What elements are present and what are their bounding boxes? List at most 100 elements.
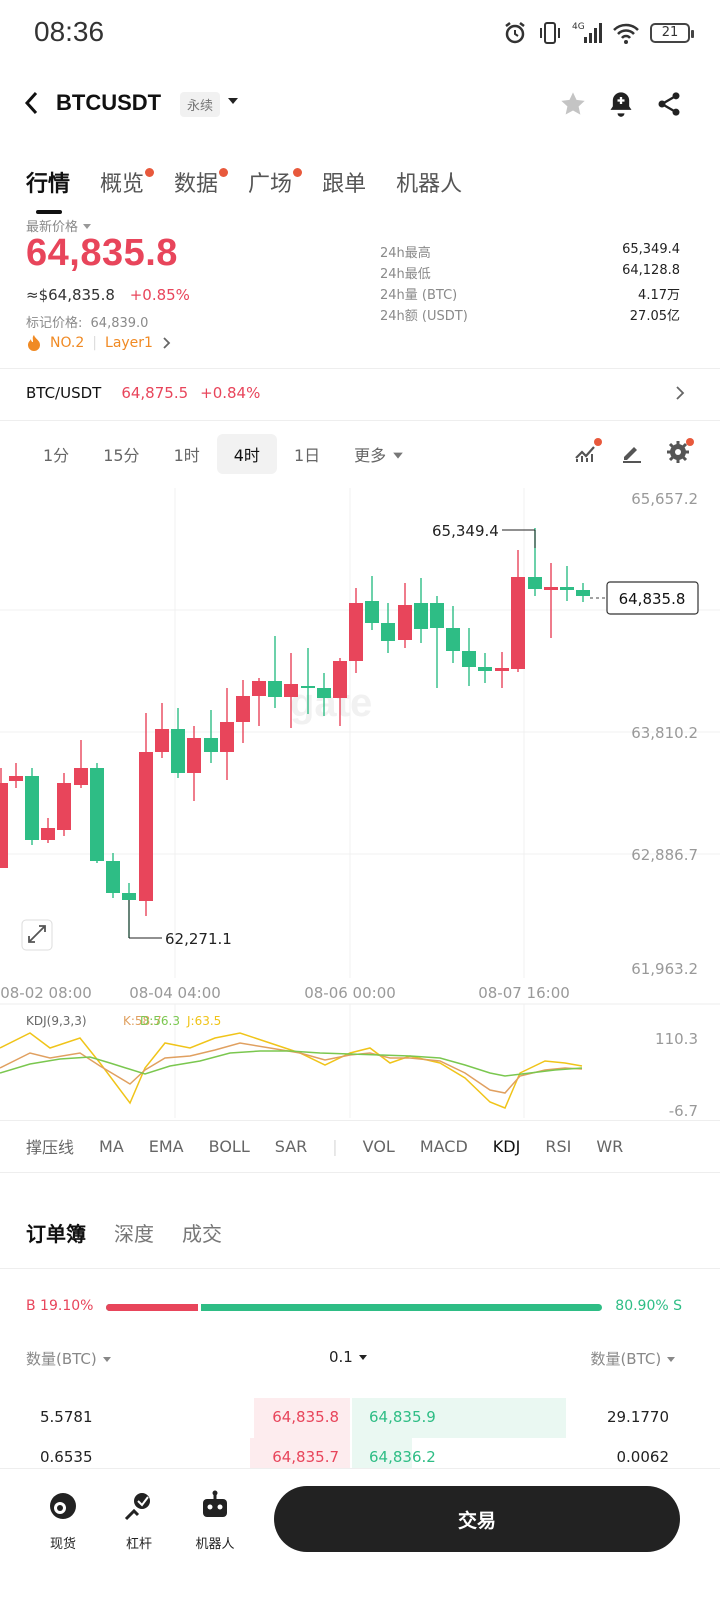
last-price: 64,835.8 xyxy=(26,232,178,274)
candle-body xyxy=(446,628,460,651)
favorite-button[interactable] xyxy=(557,88,589,120)
indicator-option[interactable]: KDJ xyxy=(492,1136,521,1156)
indicator-option[interactable]: WR xyxy=(596,1136,624,1156)
indicator-option[interactable]: EMA xyxy=(148,1136,184,1156)
candle-body xyxy=(268,681,282,697)
indicator-option[interactable]: RSI xyxy=(545,1136,572,1156)
current-price-tag: 64,835.8 xyxy=(619,590,686,608)
contract-type-tag: 永续 xyxy=(180,92,221,117)
y-axis-tick: 62,886.7 xyxy=(631,846,698,864)
candle-body xyxy=(365,601,379,623)
tab-item[interactable]: 广场 xyxy=(248,166,303,198)
chart-line-icon xyxy=(575,446,595,462)
back-button[interactable] xyxy=(22,88,42,126)
candle-body xyxy=(317,688,331,698)
interval-option[interactable]: 15分 xyxy=(103,446,140,465)
indicator-option[interactable]: 撑压线 xyxy=(26,1138,75,1157)
nav-bot[interactable]: 机器人 xyxy=(180,1489,250,1552)
indicator-option[interactable]: BOLL xyxy=(208,1136,250,1156)
indicator-option[interactable]: VOL xyxy=(362,1136,395,1156)
indicator-option[interactable]: SAR xyxy=(274,1136,308,1156)
interval-option[interactable]: 更多 xyxy=(337,434,421,474)
robot-icon xyxy=(203,1490,227,1517)
share-button[interactable] xyxy=(653,88,685,120)
spot-pair-row[interactable]: BTC/USDT 64,875.5 +0.84% xyxy=(26,384,686,402)
ask-depth-bar xyxy=(352,1398,566,1438)
tab-item[interactable]: 跟单 xyxy=(322,172,367,197)
nav-spot[interactable]: 现货 xyxy=(28,1489,98,1552)
stat-row: 24h最高 65,349.4 xyxy=(380,242,680,263)
candle-body xyxy=(41,828,55,840)
indicator-selector: 撑压线 MA EMA BOLL SAR | VOL MACD KDJ RSI WR xyxy=(26,1134,648,1158)
buy-ratio-bar xyxy=(106,1304,201,1311)
star-icon xyxy=(561,92,585,115)
candle-body xyxy=(462,651,476,667)
orderbook-tab[interactable]: 深度 xyxy=(114,1222,154,1246)
indicator-option[interactable]: MA xyxy=(99,1136,124,1156)
trade-button[interactable]: 交易 xyxy=(274,1486,680,1552)
notification-dot xyxy=(594,438,602,446)
indicator-settings-button[interactable] xyxy=(574,438,602,468)
interval-option[interactable]: 1日 xyxy=(293,446,321,465)
tab-item[interactable]: 机器人 xyxy=(396,172,463,197)
nav-leverage[interactable]: 杠杆 xyxy=(104,1489,174,1552)
stat-row: 24h量 (BTC) 4.17万 xyxy=(380,284,680,305)
spot-price: 64,875.5 xyxy=(121,384,189,402)
rank-badge: NO.2 xyxy=(50,335,85,351)
interval-option[interactable]: 1分 xyxy=(43,446,70,465)
candle-body xyxy=(560,587,574,590)
pair-dropdown-button[interactable] xyxy=(226,94,240,112)
sell-ratio: 80.90% S xyxy=(615,1298,682,1314)
wifi-icon xyxy=(613,23,639,44)
indicator-option[interactable]: MACD xyxy=(419,1136,468,1156)
buy-ratio: B 19.10% xyxy=(26,1298,94,1314)
y-axis-tick: 61,963.2 xyxy=(631,960,698,978)
stat-label: 24h最低 xyxy=(380,267,431,282)
separator: | xyxy=(332,1136,338,1156)
interval-option[interactable]: 1时 xyxy=(173,446,200,465)
pencil-icon xyxy=(623,447,641,463)
candle-body xyxy=(106,861,120,893)
candle-body xyxy=(74,768,88,785)
bid-qty-column[interactable]: 数量(BTC) xyxy=(26,1348,112,1369)
orderbook-tab[interactable]: 成交 xyxy=(182,1222,222,1246)
tab-item[interactable]: 行情 xyxy=(26,172,71,197)
candle-body xyxy=(511,577,525,669)
candle-body xyxy=(9,776,23,781)
low-annotation: 62,271.1 xyxy=(165,930,232,948)
kdj-label: KDJ(9,3,3) xyxy=(26,1014,87,1028)
candle-body xyxy=(528,577,542,589)
price-alert-button[interactable] xyxy=(605,88,637,120)
stat-value: 64,128.8 xyxy=(622,263,680,278)
precision-selector[interactable]: 0.1 xyxy=(329,1348,368,1366)
kdj-d-value: D:56.3 xyxy=(140,1014,180,1028)
draw-tool-button[interactable] xyxy=(620,440,644,468)
kdj-j-value: J:63.5 xyxy=(186,1014,221,1028)
ranking-line[interactable]: NO.2 | Layer1 xyxy=(26,334,171,352)
ask-qty-column[interactable]: 数量(BTC) xyxy=(590,1348,676,1369)
chart-settings-button[interactable] xyxy=(666,438,694,468)
tab-item[interactable]: 数据 xyxy=(174,166,229,198)
price-change: +0.85% xyxy=(129,286,190,304)
share-icon xyxy=(658,92,680,116)
bid-depth-bar xyxy=(254,1398,350,1438)
price-chart[interactable]: gate 65,349.4 62,271.1 65,657.2 63,810.2 62,8… xyxy=(0,488,720,1128)
interval-option[interactable]: 4时 xyxy=(216,434,277,474)
stat-label: 24h额 (USDT) xyxy=(380,309,468,324)
candle-body xyxy=(122,893,136,900)
spot-pair: BTC/USDT xyxy=(26,384,102,402)
kdj-d-line xyxy=(0,1050,583,1077)
orderbook-tab[interactable]: 订单簿 xyxy=(26,1222,86,1246)
stat-row: 24h最低 64,128.8 xyxy=(380,263,680,284)
high-annotation: 65,349.4 xyxy=(432,522,499,540)
candle-body xyxy=(284,684,298,697)
kdj-axis-top: 110.3 xyxy=(655,1030,698,1048)
orderbook-row[interactable]: 5.5781 64,835.8 64,835.9 29.1770 xyxy=(0,1398,720,1438)
caret-down-icon xyxy=(393,452,403,459)
pair-title[interactable]: BTCUSDT xyxy=(56,90,162,115)
status-bar: 08:36 4G 21 xyxy=(0,0,720,66)
latest-price-label[interactable]: 最新价格 xyxy=(26,216,92,235)
candle-body xyxy=(155,729,169,752)
tab-item[interactable]: 概览 xyxy=(100,166,155,198)
active-tab-indicator xyxy=(36,210,62,214)
